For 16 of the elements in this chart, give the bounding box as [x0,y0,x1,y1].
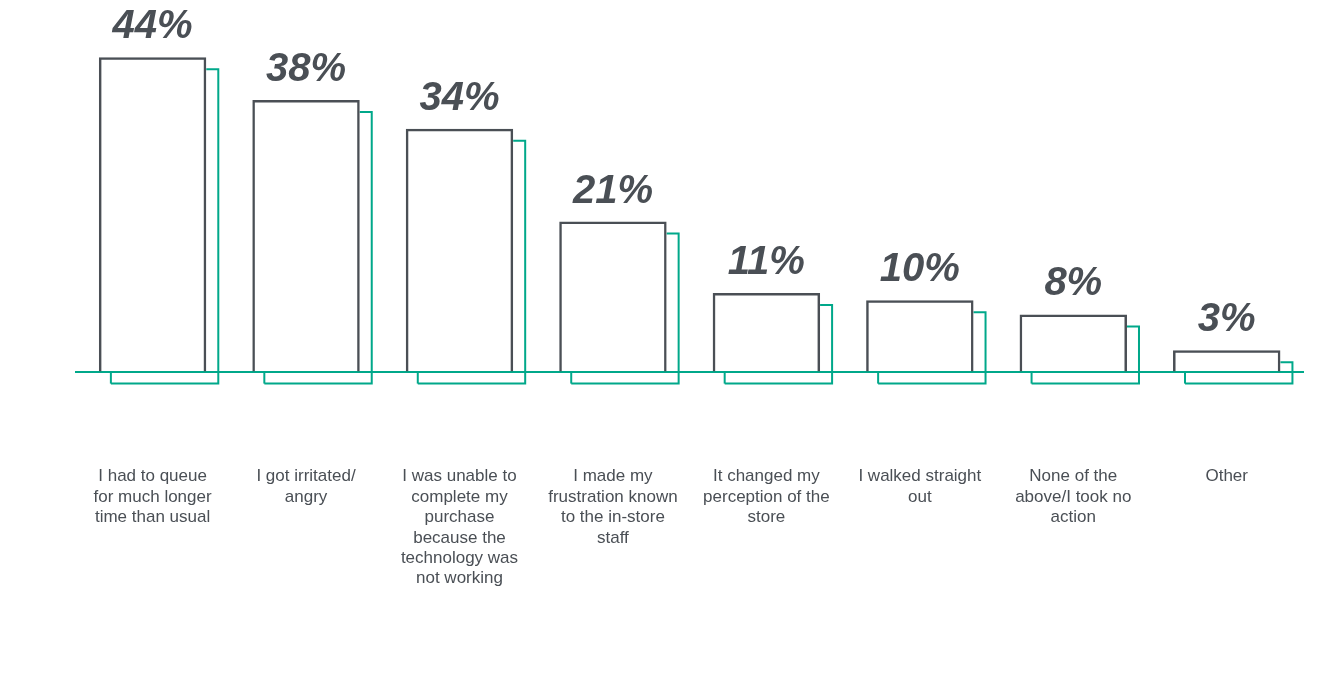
x-tick-label: I made my frustration known to the in-store staff [548,466,678,547]
x-tick-label: Other [1205,466,1249,486]
data-label: 3% [1197,295,1256,340]
x-tick-label: None of the above/I took no action [1015,466,1132,527]
x-tick-label: I got irritated/ angry [256,466,356,506]
data-label: 38% [266,45,347,90]
data-label: 34% [419,73,500,118]
data-label: 11% [727,238,805,283]
x-tick-label: I walked straight out [858,466,982,506]
data-label: 21% [571,166,653,211]
x-tick-label: I was unable to complete my purchase because the technology was not working [400,466,519,588]
x-tick-label: It changed my perception of the store [703,466,830,527]
data-label: 8% [1044,259,1103,304]
data-label: 10% [879,245,960,290]
data-label: 44% [111,2,193,47]
x-tick-label: I had to queue for much longer time than usual [93,466,212,527]
